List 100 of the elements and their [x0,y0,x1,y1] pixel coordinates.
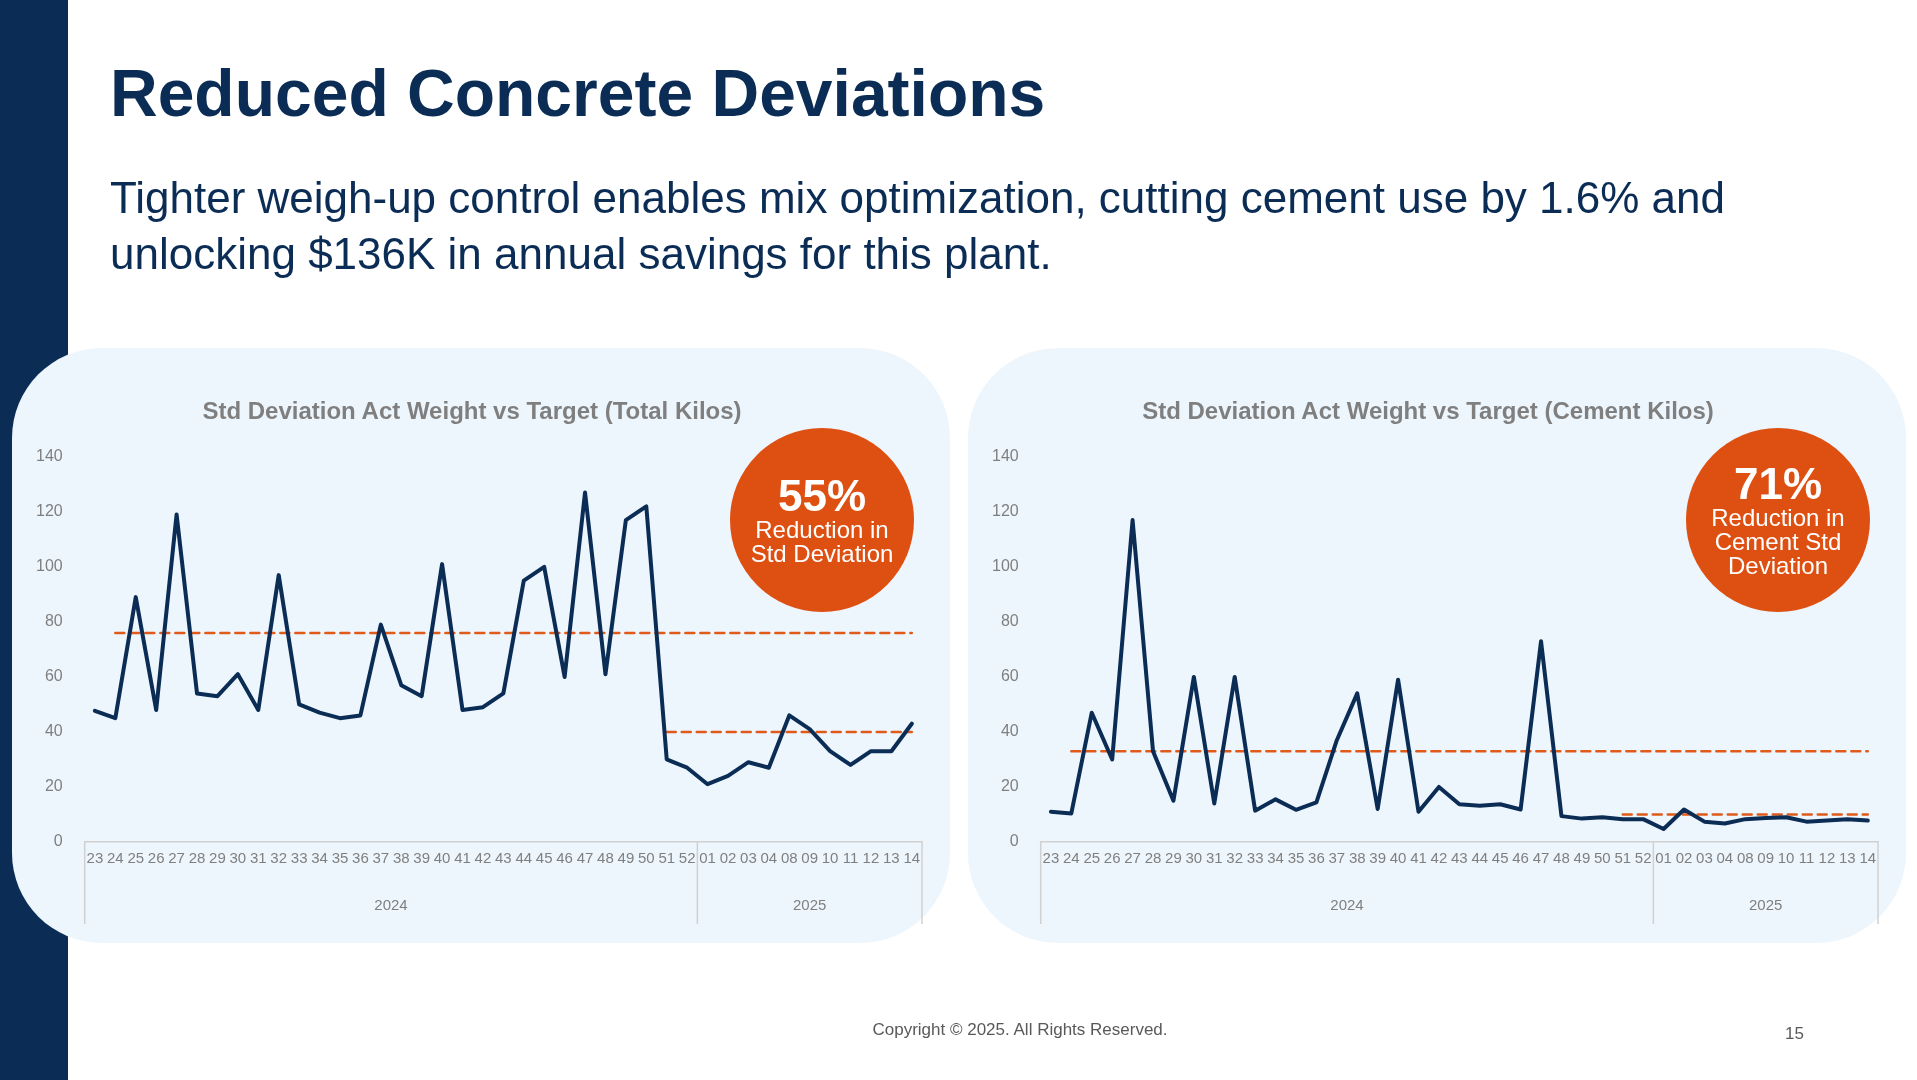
x-tick-label: 03 [1696,849,1713,867]
x-tick-label: 11 [1798,849,1815,867]
x-tick-label: 52 [678,849,696,867]
y-tick-label: 20 [1000,777,1019,795]
x-tick-label: 03 [740,849,757,867]
x-tick-label: 41 [1410,849,1427,867]
x-tick-label: 28 [188,849,206,867]
chart-title: Std Deviation Act Weight vs Target (Cement Kilos) [1142,397,1714,425]
y-tick-label: 140 [35,447,63,465]
x-tick-label: 24 [106,849,124,867]
x-tick-label: 45 [1491,849,1509,867]
x-tick-label: 30 [229,849,247,867]
x-tick-label: 26 [147,849,165,867]
y-tick-label: 80 [1000,612,1019,630]
x-tick-label: 10 [821,849,839,867]
y-tick-label: 40 [44,722,63,740]
x-tick-label: 14 [1859,849,1877,867]
y-tick-label: 100 [991,557,1019,575]
x-tick-label: 45 [535,849,553,867]
x-tick-label: 08 [1736,849,1754,867]
x-tick-label: 43 [1451,849,1468,867]
x-tick-label: 40 [433,849,451,867]
y-tick-label: 140 [991,447,1019,465]
x-tick-label: 30 [1185,849,1203,867]
x-tick-label: 36 [352,849,369,867]
x-tick-label: 49 [617,849,635,867]
x-tick-label: 50 [1593,849,1611,867]
x-tick-label: 51 [1614,849,1632,867]
x-tick-label: 38 [392,849,410,867]
x-tick-label: 46 [556,849,573,867]
x-tick-label: 27 [168,849,185,867]
x-tick-label: 38 [1348,849,1366,867]
x-tick-label: 02 [1675,849,1693,867]
x-tick-label: 35 [1287,849,1305,867]
x-tick-label: 09 [1757,849,1775,867]
y-tick-label: 40 [1000,722,1019,740]
y-tick-label: 60 [44,667,63,685]
x-tick-label: 48 [1553,849,1570,867]
y-tick-label: 120 [35,502,63,520]
x-tick-label: 04 [1716,849,1734,867]
y-tick-label: 100 [35,557,63,575]
x-tick-label: 27 [1124,849,1141,867]
text: 2024 [1330,896,1364,914]
x-tick-label: 40 [1389,849,1407,867]
y-tick-label: 20 [44,777,63,795]
x-tick-label: 44 [1471,849,1489,867]
x-tick-label: 36 [1308,849,1325,867]
x-tick-label: 34 [311,849,328,867]
x-tick-label: 04 [760,849,778,867]
badge-circle: 55% Reduction in Std Deviation [730,428,914,612]
x-tick-label: 02 [719,849,737,867]
x-tick-label: 13 [883,849,900,867]
x-tick-label: 32 [270,849,288,867]
x-tick-label: 10 [1777,849,1795,867]
x-tick-label: 24 [1062,849,1080,867]
y-tick-label: 120 [991,502,1019,520]
x-tick-label: 35 [331,849,349,867]
x-tick-label: 39 [413,849,430,867]
x-tick-label: 37 [372,849,390,867]
x-tick-label: 31 [249,849,267,867]
x-tick-label: 49 [1573,849,1591,867]
x-tick-label: 47 [1532,849,1550,867]
x-tick-label: 26 [1103,849,1121,867]
x-tick-label: 25 [1083,849,1101,867]
x-tick-label: 44 [515,849,533,867]
badge-circle: 71% Reduction in Cement Std Deviation [1686,428,1870,612]
x-tick-label: 29 [1165,849,1182,867]
x-tick-label: 01 [1655,849,1672,867]
x-tick-label: 14 [903,849,921,867]
chart-title: Std Deviation Act Weight vs Target (Total Kilos) [202,397,742,425]
x-tick-label: 08 [780,849,798,867]
text: Tighter weigh-up control enables mix optimization, cutting cement use by 1.6% and unlocking $136K in annual savings for this plant. [110,172,1726,280]
x-tick-label: 11 [842,849,859,867]
y-tick-label: 80 [44,612,63,630]
x-tick-label: 43 [495,849,512,867]
text: 2024 [374,896,408,914]
x-tick-label: 32 [1226,849,1244,867]
y-tick-label: 0 [1009,832,1019,850]
y-tick-label: 0 [53,832,63,850]
x-tick-label: 42 [474,849,492,867]
x-tick-label: 39 [1369,849,1386,867]
x-tick-label: 52 [1634,849,1652,867]
x-tick-label: 12 [862,849,880,867]
x-tick-label: 13 [1839,849,1856,867]
x-tick-label: 33 [290,849,308,867]
x-tick-label: 51 [658,849,676,867]
x-tick-label: 23 [1042,849,1060,867]
x-tick-label: 12 [1818,849,1836,867]
text: 2025 [792,896,827,914]
x-tick-label: 28 [1144,849,1162,867]
text: 2025 [1748,896,1783,914]
x-tick-label: 50 [637,849,655,867]
text: Copyright © 2025. All Rights Reserved. [872,1020,1168,1039]
x-tick-label: 48 [597,849,614,867]
x-tick-label: 29 [209,849,226,867]
x-tick-label: 33 [1246,849,1264,867]
x-tick-label: 25 [127,849,145,867]
x-tick-label: 47 [576,849,594,867]
x-tick-label: 34 [1267,849,1284,867]
y-tick-label: 60 [1000,667,1019,685]
